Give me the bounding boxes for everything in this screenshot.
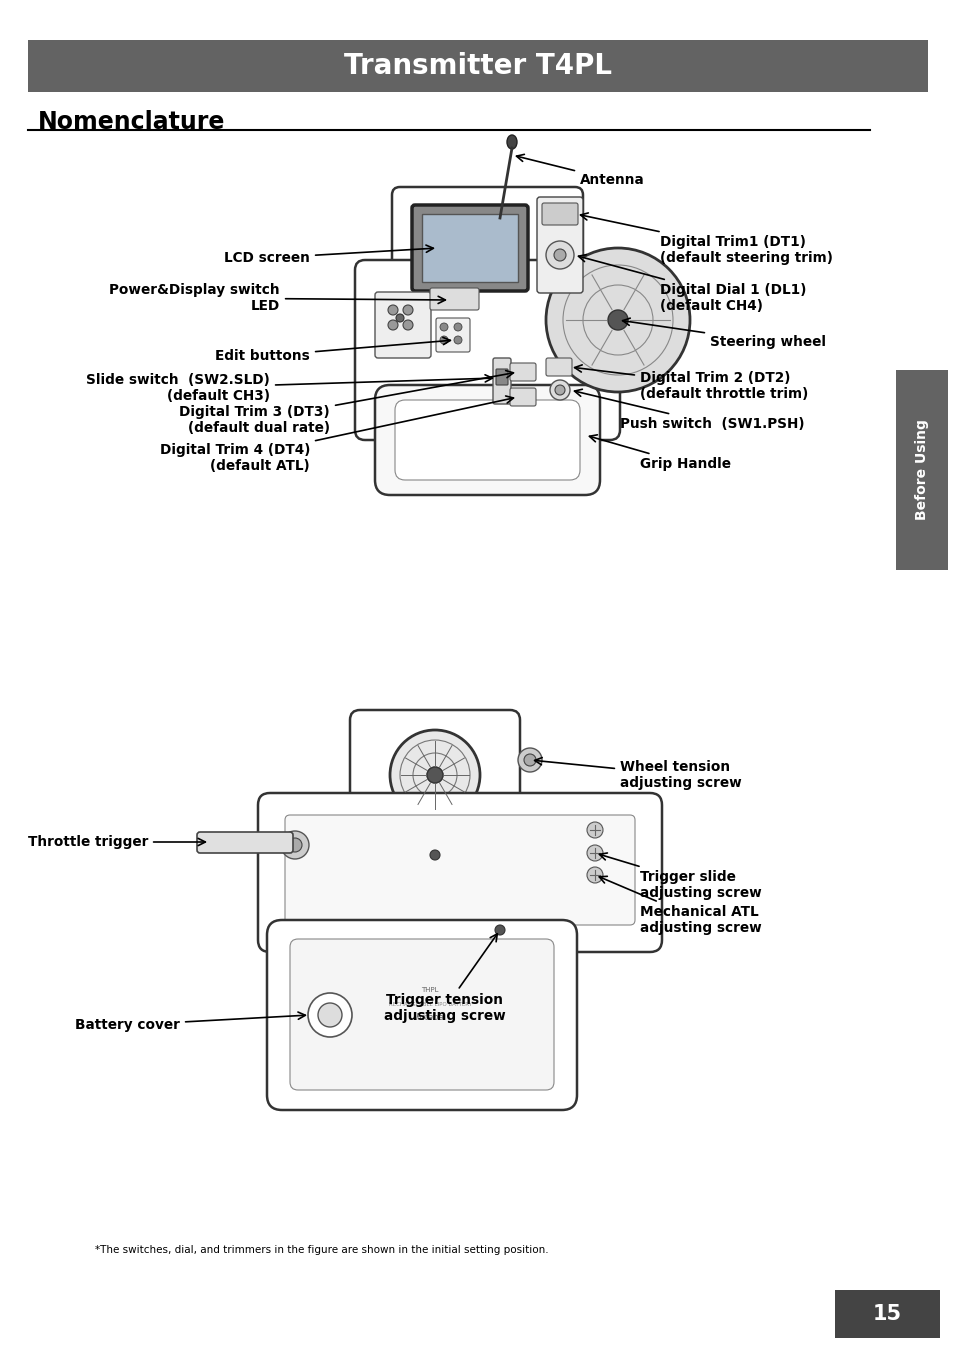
- FancyBboxPatch shape: [430, 288, 478, 310]
- Text: Edit buttons: Edit buttons: [215, 337, 450, 363]
- Circle shape: [439, 324, 448, 332]
- Text: 15: 15: [872, 1304, 901, 1324]
- Circle shape: [454, 324, 461, 332]
- Text: Nomenclature: Nomenclature: [38, 111, 225, 133]
- FancyBboxPatch shape: [290, 940, 554, 1091]
- Circle shape: [555, 386, 564, 395]
- FancyBboxPatch shape: [267, 919, 577, 1109]
- FancyBboxPatch shape: [510, 363, 536, 381]
- FancyBboxPatch shape: [537, 197, 582, 293]
- Ellipse shape: [496, 214, 503, 222]
- FancyBboxPatch shape: [395, 400, 579, 480]
- Text: Push switch  (SW1.PSH): Push switch (SW1.PSH): [574, 390, 803, 431]
- Circle shape: [495, 925, 504, 936]
- Text: Steering wheel: Steering wheel: [622, 318, 825, 349]
- Circle shape: [523, 754, 536, 766]
- Text: Digital Trim 4 (DT4)
(default ATL): Digital Trim 4 (DT4) (default ATL): [159, 396, 513, 473]
- Text: Antenna: Antenna: [516, 155, 644, 187]
- FancyBboxPatch shape: [375, 386, 599, 495]
- Text: Digital Dial 1 (DL1)
(default CH4): Digital Dial 1 (DL1) (default CH4): [578, 255, 805, 313]
- Circle shape: [586, 822, 602, 838]
- Bar: [895, 369, 947, 570]
- Circle shape: [308, 993, 352, 1037]
- Text: Power&Display switch
LED: Power&Display switch LED: [110, 283, 445, 313]
- Text: Digital Trim 3 (DT3)
(default dual rate): Digital Trim 3 (DT3) (default dual rate): [179, 371, 513, 435]
- FancyBboxPatch shape: [392, 187, 582, 303]
- FancyBboxPatch shape: [421, 214, 517, 282]
- Text: Transmitter T4PL: Transmitter T4PL: [344, 53, 612, 80]
- FancyBboxPatch shape: [375, 293, 431, 359]
- Circle shape: [317, 1003, 341, 1027]
- FancyBboxPatch shape: [285, 816, 635, 925]
- FancyBboxPatch shape: [545, 359, 572, 376]
- Circle shape: [454, 336, 461, 344]
- Circle shape: [554, 249, 565, 262]
- Circle shape: [545, 248, 689, 392]
- Circle shape: [427, 767, 442, 783]
- Text: Wheel tension
adjusting screw: Wheel tension adjusting screw: [534, 758, 741, 790]
- FancyBboxPatch shape: [496, 369, 507, 386]
- FancyBboxPatch shape: [257, 793, 661, 952]
- Text: RECHARGEABLE LIPO BATTERY: RECHARGEABLE LIPO BATTERY: [388, 1003, 471, 1007]
- Text: Digital Trim 2 (DT2)
(default throttle trim): Digital Trim 2 (DT2) (default throttle t…: [574, 365, 807, 402]
- Circle shape: [395, 314, 403, 322]
- Text: Trigger slide
adjusting screw: Trigger slide adjusting screw: [598, 853, 760, 900]
- Bar: [834, 1290, 939, 1339]
- FancyBboxPatch shape: [436, 318, 470, 352]
- Circle shape: [281, 830, 309, 859]
- Circle shape: [607, 310, 627, 330]
- Circle shape: [550, 380, 569, 400]
- Circle shape: [430, 851, 439, 860]
- Circle shape: [402, 319, 413, 330]
- Text: Grip Handle: Grip Handle: [589, 435, 730, 470]
- Circle shape: [517, 748, 541, 772]
- FancyBboxPatch shape: [541, 204, 578, 225]
- Text: Battery cover: Battery cover: [75, 1012, 305, 1033]
- Circle shape: [388, 319, 397, 330]
- FancyBboxPatch shape: [196, 832, 293, 853]
- FancyBboxPatch shape: [412, 205, 527, 291]
- Text: LCD screen: LCD screen: [224, 245, 433, 266]
- FancyBboxPatch shape: [493, 359, 511, 404]
- Circle shape: [545, 241, 574, 270]
- Text: Slide switch  (SW2.SLD)
(default CH3): Slide switch (SW2.SLD) (default CH3): [86, 373, 492, 403]
- Text: Before Using: Before Using: [914, 419, 928, 520]
- Circle shape: [402, 305, 413, 315]
- Circle shape: [390, 731, 479, 820]
- Text: *The switches, dial, and trimmers in the figure are shown in the initial setting: *The switches, dial, and trimmers in the…: [95, 1246, 548, 1255]
- Circle shape: [586, 867, 602, 883]
- Circle shape: [288, 838, 302, 852]
- FancyBboxPatch shape: [350, 710, 519, 820]
- Bar: [28, 40, 927, 92]
- Circle shape: [439, 336, 448, 344]
- Text: Digital Trim1 (DT1)
(default steering trim): Digital Trim1 (DT1) (default steering tr…: [580, 213, 832, 266]
- Text: Mechanical ATL
adjusting screw: Mechanical ATL adjusting screw: [598, 876, 760, 936]
- Text: THPL: THPL: [421, 987, 438, 993]
- Circle shape: [586, 845, 602, 861]
- Text: Throttle trigger: Throttle trigger: [28, 834, 205, 849]
- Text: Trigger tension
adjusting screw: Trigger tension adjusting screw: [384, 934, 505, 1023]
- Text: Futaba: Futaba: [416, 1012, 444, 1022]
- Ellipse shape: [506, 135, 517, 150]
- FancyBboxPatch shape: [510, 388, 536, 406]
- Circle shape: [388, 305, 397, 315]
- FancyBboxPatch shape: [355, 260, 619, 439]
